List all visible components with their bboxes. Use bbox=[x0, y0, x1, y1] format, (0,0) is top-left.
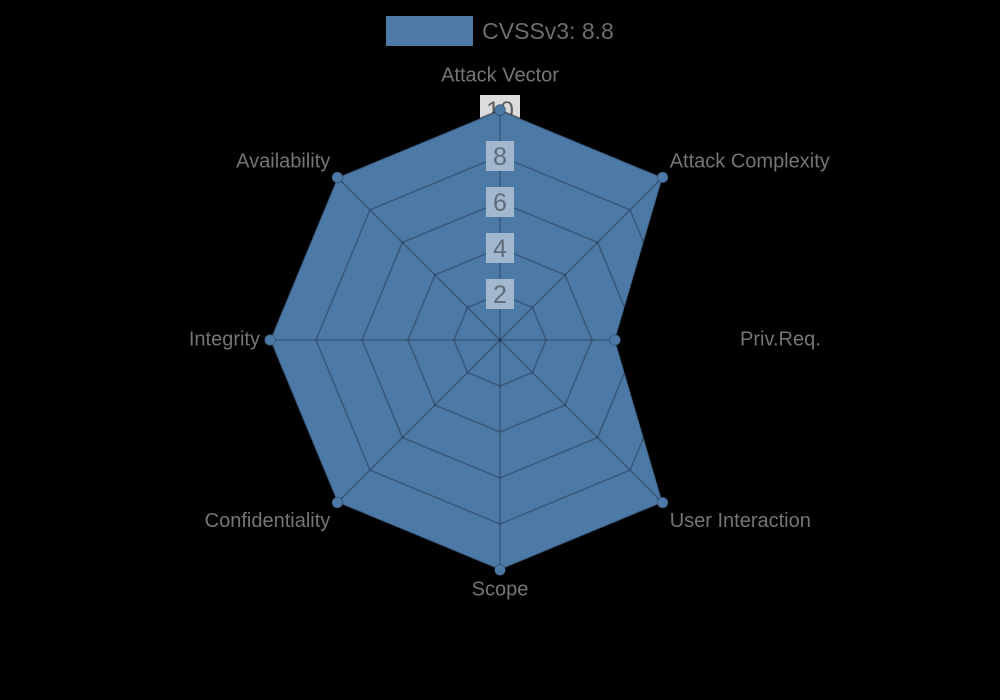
tick-label: 8 bbox=[493, 143, 507, 171]
legend-swatch bbox=[386, 16, 474, 46]
legend: CVSSv3: 8.8 bbox=[0, 16, 1000, 46]
radar-grid-ring bbox=[453, 293, 547, 387]
radar-grid-ring bbox=[315, 155, 685, 525]
radar-point bbox=[331, 496, 344, 509]
radar-point bbox=[264, 334, 276, 346]
radar-points bbox=[264, 104, 669, 576]
legend-item-cvssv3[interactable]: CVSSv3: 8.8 bbox=[386, 16, 614, 46]
tick-label: 2 bbox=[493, 281, 507, 309]
radar-axis-line bbox=[499, 176, 664, 341]
radar-point bbox=[656, 496, 669, 509]
radar-point bbox=[609, 334, 621, 346]
tick-backdrop bbox=[486, 233, 514, 263]
radar-axis-line bbox=[336, 339, 501, 504]
radar-point bbox=[494, 104, 506, 116]
ticks-over-layer: 2 4 6 8 bbox=[486, 141, 514, 309]
tick-backdrop bbox=[486, 141, 514, 171]
axis-label-availability: Availability bbox=[236, 151, 330, 173]
radar-point bbox=[494, 564, 506, 576]
axis-label-attack-complexity: Attack Complexity bbox=[670, 151, 830, 173]
tick-backdrop bbox=[486, 279, 514, 309]
radar-point bbox=[656, 171, 669, 184]
axis-label-priv-req: Priv.Req. bbox=[740, 328, 821, 350]
radar-grid-ring bbox=[361, 201, 639, 479]
axis-label-scope: Scope bbox=[472, 578, 529, 600]
axis-label-integrity: Integrity bbox=[189, 328, 260, 350]
radar-point bbox=[331, 171, 344, 184]
tick-label: 6 bbox=[493, 189, 507, 217]
radar-axis-line bbox=[336, 176, 501, 341]
axis-label-user-interaction: User Interaction bbox=[670, 510, 811, 532]
legend-label: CVSSv3: 8.8 bbox=[482, 18, 614, 44]
axis-label-confidentiality: Confidentiality bbox=[205, 510, 331, 532]
radar-axis-line bbox=[499, 339, 664, 504]
tick-label: 4 bbox=[493, 235, 507, 263]
radar-grid-ring bbox=[407, 247, 593, 433]
tick-backdrop bbox=[486, 187, 514, 217]
radar-axis-labels: Attack Vector Attack Complexity Priv.Req. U… bbox=[189, 64, 830, 600]
axis-label-attack-vector: Attack Vector bbox=[441, 64, 559, 86]
